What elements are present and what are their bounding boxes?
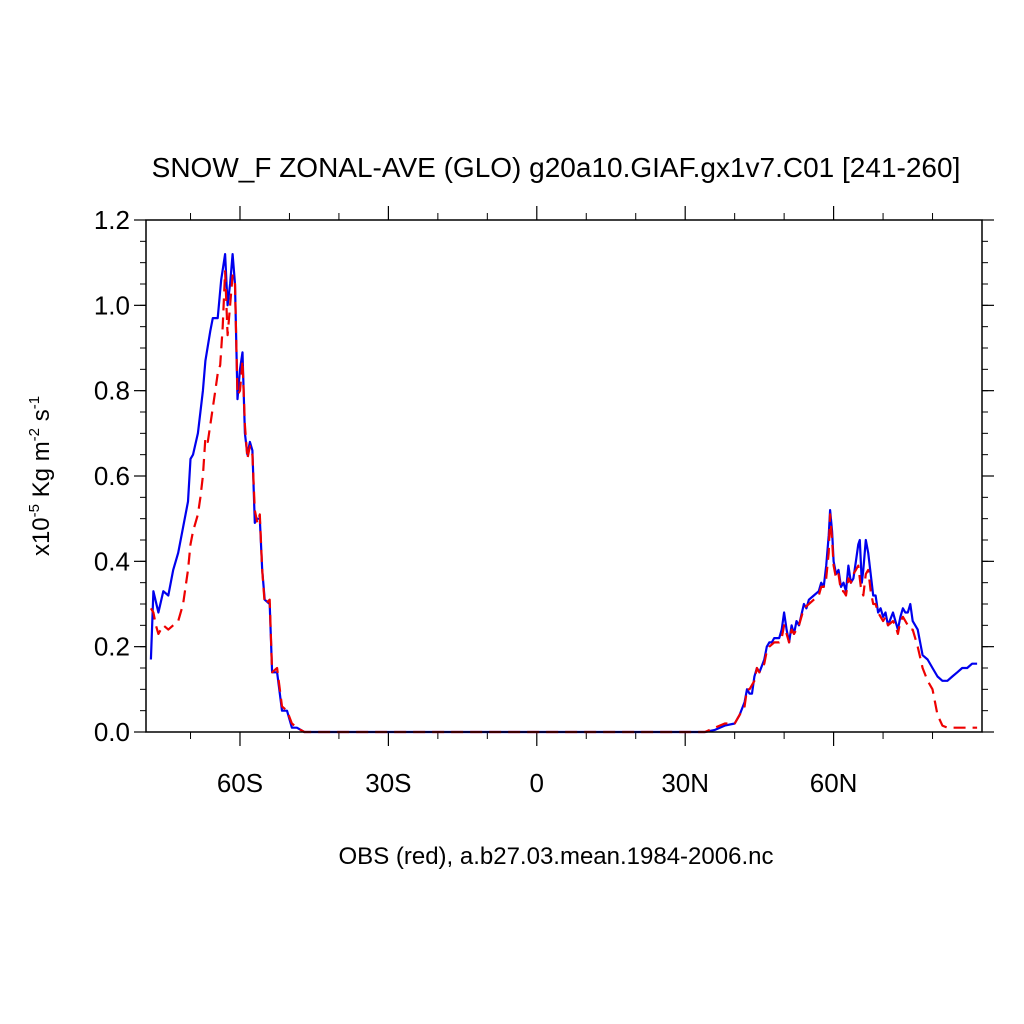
series-line-model [149, 253, 978, 734]
y-tick-label: 0.4 [94, 546, 130, 576]
ylabel-unit2: s [28, 409, 55, 428]
y-tick-label: 0.0 [94, 717, 130, 747]
ylabel-prefix: x10 [28, 517, 55, 556]
svg-text:x10-5 Kg m-2 s-1: x10-5 Kg m-2 s-1 [26, 396, 55, 556]
chart-title: SNOW_F ZONAL-AVE (GLO) g20a10.GIAF.gx1v7… [152, 152, 961, 183]
series-line-obs [149, 270, 978, 734]
x-tick-label: 0 [530, 768, 544, 798]
plot-frame [145, 219, 983, 733]
y-axis-label: x10-5 Kg m-2 s-1 [26, 396, 55, 556]
x-tick-label: 30N [661, 768, 709, 798]
axis-tick-labels: 0.0 0.2 0.4 0.6 0.8 1.0 1.2 60S 30S 0 30N 60N [94, 205, 858, 798]
axis-ticks [134, 206, 994, 746]
y-tick-label: 1.2 [94, 205, 130, 235]
y-tick-label: 0.2 [94, 632, 130, 662]
plot-series [149, 253, 978, 734]
x-axis-label: OBS (red), a.b27.03.mean.1984-2006.nc [339, 843, 774, 870]
x-tick-label: 60S [217, 768, 263, 798]
ylabel-unit2-exp: -1 [26, 396, 43, 409]
y-tick-label: 0.6 [94, 461, 130, 491]
y-tick-label: 1.0 [94, 290, 130, 320]
ylabel-unit: Kg m [28, 441, 55, 504]
y-tick-label: 0.8 [94, 376, 130, 406]
x-tick-label: 30S [365, 768, 411, 798]
ylabel-unit-exp: -2 [26, 428, 43, 441]
ylabel-exp: -5 [26, 504, 43, 517]
x-tick-label: 60N [810, 768, 858, 798]
